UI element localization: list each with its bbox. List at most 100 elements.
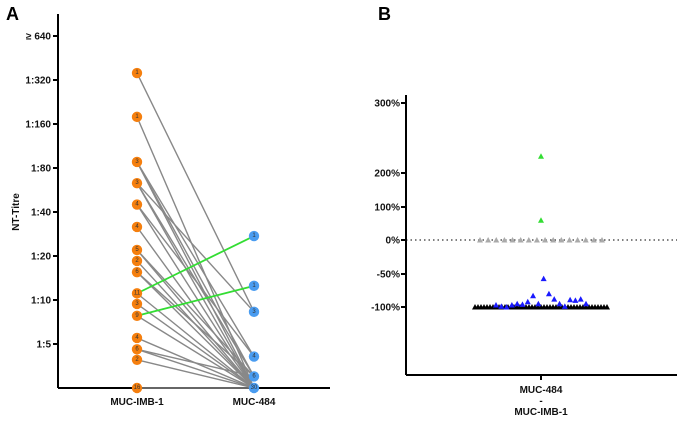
- decrease-point: [556, 300, 563, 307]
- decrease-line: [136, 161, 255, 389]
- decrease-line: [136, 182, 255, 313]
- decrease-line: [136, 315, 255, 389]
- panel-a-x-tick-label: MUC-484: [233, 397, 276, 408]
- panel-b-x-label-line: MUC-IMB-1: [514, 407, 568, 418]
- decrease-point: [567, 296, 574, 303]
- no-change-point: [590, 237, 597, 243]
- decrease-line: [136, 72, 255, 313]
- y-tick-label: 1:80: [31, 164, 51, 175]
- no-change-point: [477, 237, 483, 243]
- decrease-line: [136, 182, 255, 389]
- y-tick-label: -50%: [377, 270, 400, 281]
- muc-484-point: [248, 371, 260, 382]
- muc-484-point: [248, 230, 260, 242]
- y-tick-label: 1:10: [31, 296, 51, 307]
- no-change-point: [542, 237, 549, 243]
- decrease-point: [561, 303, 568, 309]
- panel-a-x-tick-label: MUC-IMB-1: [110, 397, 164, 408]
- muc-imb-1-point: [131, 354, 143, 365]
- y-tick-label: ≥ 640: [26, 32, 51, 43]
- decrease-line: [136, 161, 255, 357]
- y-tick-label: 300%: [374, 99, 400, 110]
- muc-484-point-count: 1: [252, 283, 256, 289]
- muc-484-point: [248, 280, 260, 292]
- decrease-line: [136, 204, 255, 389]
- muc-484-point-count: 1: [252, 233, 256, 239]
- increase-line: [136, 235, 255, 295]
- decrease-line: [136, 249, 255, 389]
- muc-484-point: [248, 382, 260, 394]
- decrease-point: [514, 300, 521, 307]
- muc-imb-1-point-count: 4: [135, 202, 139, 208]
- decrease-point: [508, 302, 515, 308]
- decrease-point: [493, 302, 499, 308]
- muc-imb-1-point-count: 3: [135, 301, 139, 307]
- y-tick-label: -100%: [371, 303, 400, 314]
- muc-imb-1-point-count: 9: [135, 313, 139, 319]
- muc-484-point-count: 4: [252, 354, 256, 360]
- no-change-point: [517, 237, 524, 243]
- y-tick-label: 1:20: [31, 252, 51, 263]
- muc-imb-1-point-count: 2: [135, 258, 139, 264]
- muc-imb-1-point-count: 6: [135, 346, 139, 352]
- muc-imb-1-point: [131, 67, 143, 79]
- y-tick-label: 100%: [374, 203, 400, 214]
- decrease-line: [136, 271, 255, 377]
- decrease-line: [136, 271, 255, 389]
- decrease-point: [535, 300, 542, 307]
- panel-a-y-axis-label: NT-Titre: [11, 193, 22, 231]
- decrease-line: [136, 116, 255, 389]
- muc-imb-1-point: [131, 177, 143, 189]
- y-tick-label: 1:40: [31, 208, 51, 219]
- decrease-point: [519, 301, 526, 307]
- no-change-point: [599, 237, 605, 243]
- increase-line: [136, 284, 255, 317]
- no-change-point: [582, 237, 589, 243]
- no-change-point: [493, 237, 500, 243]
- decrease-line: [136, 204, 255, 358]
- decrease-point: [577, 296, 584, 302]
- no-change-point: [501, 237, 508, 243]
- no-change-point: [485, 237, 492, 243]
- muc-imb-1-point: [131, 111, 143, 123]
- panel-b-x-label-line: MUC-484: [520, 385, 563, 396]
- increase-point: [538, 217, 544, 223]
- muc-imb-1-point-count: 6: [135, 269, 139, 275]
- muc-imb-1-point-count: 1: [135, 114, 139, 120]
- decrease-point: [545, 290, 552, 297]
- decrease-point: [572, 297, 579, 303]
- muc-imb-1-point: [131, 288, 143, 299]
- muc-imb-1-point-count: 1: [135, 70, 139, 76]
- panel-b-label: B: [378, 4, 391, 24]
- decrease-point: [583, 300, 589, 307]
- muc-484-point: [248, 306, 260, 318]
- muc-484-point-count: 6: [252, 373, 256, 379]
- decrease-point: [540, 275, 547, 282]
- no-change-point: [533, 237, 540, 243]
- decrease-line: [136, 161, 255, 377]
- undetectable-point: [604, 304, 610, 310]
- muc-imb-1-point: [131, 266, 143, 278]
- decrease-point: [530, 292, 537, 299]
- decrease-line: [136, 303, 255, 389]
- no-change-point: [509, 237, 516, 243]
- increase-point: [538, 153, 544, 159]
- muc-imb-1-point-count: 11: [134, 290, 141, 296]
- decrease-line: [136, 348, 255, 378]
- muc-imb-1-point: [131, 344, 143, 355]
- y-tick-label: 0%: [386, 236, 401, 247]
- muc-imb-1-point: [131, 244, 143, 256]
- decrease-point: [524, 298, 531, 305]
- no-change-point: [558, 237, 565, 243]
- no-change-point: [525, 237, 532, 243]
- muc-484-point-count: 3: [252, 309, 256, 315]
- panel-b-x-label-line: -: [539, 396, 542, 407]
- muc-imb-1-point: [131, 156, 143, 168]
- y-tick-label: 1:320: [25, 76, 51, 87]
- no-change-point: [566, 237, 573, 243]
- muc-imb-1-point: [131, 310, 143, 321]
- no-change-point: [550, 237, 557, 243]
- decrease-line: [136, 348, 255, 389]
- decrease-line: [136, 249, 255, 377]
